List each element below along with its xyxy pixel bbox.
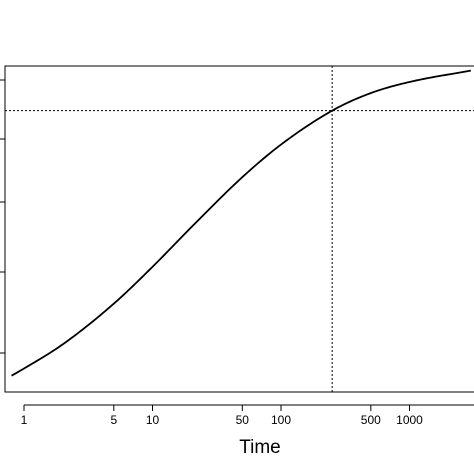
y-axis-ticks — [0, 79, 5, 354]
x-tick-label: 10 — [146, 413, 160, 427]
x-tick-label: 100 — [271, 413, 291, 427]
x-tick-label: 500 — [361, 413, 381, 427]
series-line — [11, 69, 471, 377]
x-tick-label: 1000 — [396, 413, 423, 427]
x-tick-label: 1 — [21, 413, 28, 427]
x-tick-label: 50 — [236, 413, 250, 427]
x-axis-title: Time — [239, 437, 281, 458]
x-tick-label: 5 — [110, 413, 117, 427]
plot-frame — [4, 65, 474, 393]
x-axis-tick-labels: 1 5 10 50 100 500 1000 — [21, 413, 424, 427]
x-axis-ticks — [23, 405, 410, 411]
